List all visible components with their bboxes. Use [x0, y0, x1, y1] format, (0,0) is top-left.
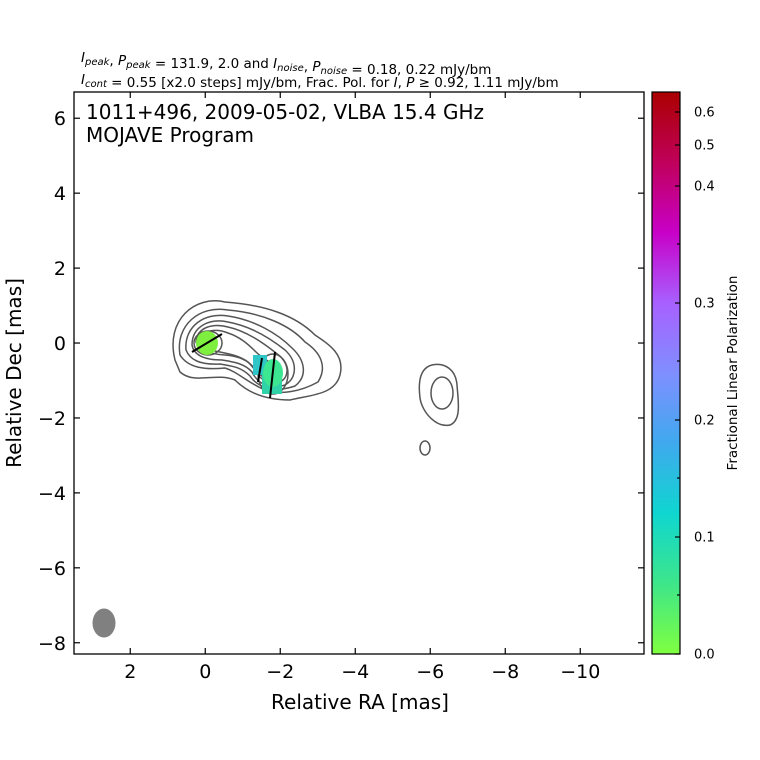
plot-frame [73, 91, 645, 655]
x-axis-label: Relative RA [mas] [271, 690, 449, 714]
colorbar-tick-label: 0.4 [694, 180, 715, 195]
colorbar-tick-label: 0.0 [694, 648, 715, 663]
colorbar-tick-label: 0.6 [694, 106, 715, 121]
chart-title-line-1: 1011+496, 2009-05-02, VLBA 15.4 GHz [86, 100, 484, 124]
x-tick-label: −2 [266, 661, 294, 683]
chart-title-line-2: MOJAVE Program [86, 123, 254, 147]
contour-level-3 [185, 314, 304, 390]
y-axis-ticks: 6 4 2 0 −2 −4 −6 −8 [38, 108, 644, 655]
colorbar-tick-label: 0.1 [694, 531, 715, 546]
beam-ellipse [92, 608, 116, 638]
y-tick-label: 0 [54, 333, 66, 355]
colorbar-ticks: 0.0 0.1 0.2 0.3 0.4 0.5 0.6 [675, 106, 715, 663]
core-evpa-stick [191, 333, 223, 353]
x-tick-label: −4 [341, 661, 369, 683]
x-tick-label: −10 [560, 661, 600, 683]
colorbar-label: Fractional Linear Polarization [725, 276, 741, 471]
y-tick-label: −6 [38, 558, 66, 580]
x-tick-label: −8 [491, 661, 519, 683]
y-tick-label: −4 [38, 483, 66, 505]
y-tick-label: 6 [54, 108, 66, 130]
contour-small-blob [419, 440, 431, 456]
y-tick-label: 2 [54, 258, 66, 280]
contour-core-inner [193, 330, 223, 356]
colorbar-tick-label: 0.2 [694, 414, 715, 429]
y-tick-label: −8 [38, 633, 66, 655]
colorbar [651, 91, 681, 655]
colorbar-tick-label: 0.3 [694, 297, 715, 312]
header-line-1: Ipeak, Ppeak = 131.9, 2.0 and Inoise, Pn… [81, 50, 491, 78]
jet-evpa-stick-main [269, 351, 276, 399]
contour-outer-feature [418, 363, 460, 427]
x-tick-label: −6 [416, 661, 444, 683]
y-axis-label: Relative Dec [mas] [2, 278, 26, 468]
x-axis-ticks: 2 0 −2 −4 −6 −8 −10 [124, 92, 600, 683]
y-tick-label: 4 [54, 183, 66, 205]
contour-outer-inner [430, 376, 454, 410]
y-tick-label: −2 [38, 408, 66, 430]
evpa-vectors [191, 333, 276, 399]
colorbar-tick-label: 0.5 [694, 139, 715, 154]
contour-level-1 [172, 300, 342, 401]
jet-evpa-stick-left [257, 357, 263, 383]
contour-level-2 [178, 308, 324, 394]
header-line-2: Icont = 0.55 [x2.0 steps] mJy/bm, Frac. … [81, 72, 559, 91]
x-tick-label: 0 [199, 661, 211, 683]
x-tick-label: 2 [124, 661, 136, 683]
